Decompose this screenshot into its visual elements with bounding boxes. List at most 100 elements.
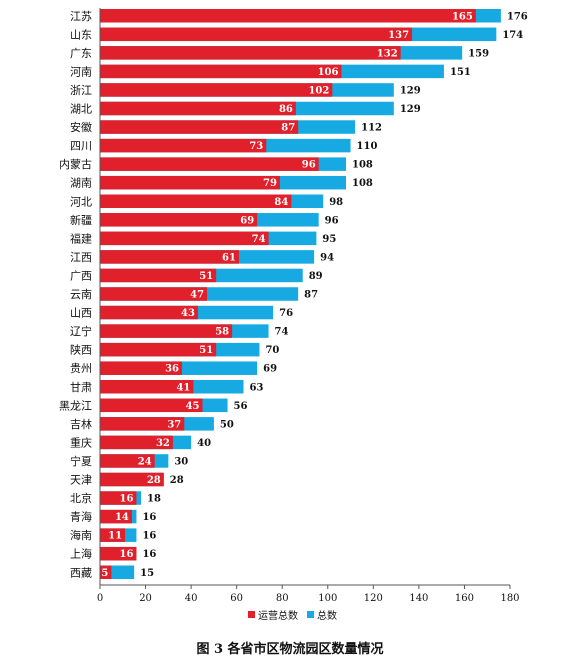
value-label-total-4: 129 (400, 85, 421, 96)
value-label-operating-27: 14 (115, 512, 129, 523)
category-label-22: 吉林 (70, 417, 92, 431)
category-label-12: 福建 (70, 231, 92, 245)
value-label-operating-9: 79 (263, 178, 277, 189)
category-label-2: 广东 (70, 47, 92, 60)
value-label-total-3: 151 (450, 67, 471, 78)
bar-operating-22 (100, 417, 185, 431)
category-label-25: 天津 (70, 474, 92, 487)
category-label-14: 广西 (70, 269, 92, 282)
value-label-total-29: 16 (142, 549, 156, 560)
value-label-operating-2: 132 (377, 48, 398, 59)
bar-operating-12 (100, 231, 269, 246)
category-labels: 江苏山东广东河南浙江湖北安徽四川内蒙古湖南河北新疆福建江西广西云南山西辽宁陕西贵… (59, 10, 92, 580)
value-label-operating-12: 74 (252, 234, 266, 245)
category-label-9: 湖南 (70, 177, 92, 190)
bar-operating-0 (100, 9, 476, 23)
bar-operating-13 (100, 250, 239, 264)
bar-operating-3 (100, 64, 342, 79)
bar-operating-2 (100, 46, 401, 60)
category-label-7: 四川 (70, 140, 92, 153)
value-label-total-27: 16 (142, 512, 156, 523)
bar-operating-9 (100, 175, 280, 190)
value-label-operating-17: 58 (215, 327, 229, 338)
value-label-operating-18: 51 (199, 345, 213, 356)
value-label-operating-16: 43 (181, 308, 195, 319)
category-label-26: 北京 (70, 491, 92, 505)
bar-operating-25 (100, 472, 164, 487)
value-label-operating-11: 69 (240, 215, 254, 226)
bar-operating-16 (100, 305, 198, 320)
value-label-operating-8: 96 (302, 160, 316, 171)
bar-operating-21 (100, 398, 203, 413)
bar-operating-20 (100, 380, 194, 394)
x-tick-label-3: 60 (230, 593, 243, 604)
value-label-total-0: 176 (507, 11, 528, 22)
value-label-total-7: 110 (357, 141, 378, 152)
bar-operating-28 (100, 528, 126, 542)
bar-operating-23 (100, 435, 173, 450)
x-tick-label-5: 100 (318, 593, 337, 604)
bar-operating-4 (100, 83, 333, 97)
value-label-total-11: 96 (325, 215, 339, 226)
value-label-operating-25: 28 (147, 475, 161, 486)
value-label-total-25: 28 (170, 475, 184, 486)
value-label-total-16: 76 (279, 308, 293, 319)
value-label-operating-10: 84 (274, 197, 288, 208)
category-label-24: 宁夏 (70, 454, 92, 468)
x-axis (99, 8, 510, 586)
category-label-5: 湖北 (70, 103, 92, 116)
value-label-total-6: 112 (361, 123, 382, 134)
value-label-total-10: 98 (329, 197, 343, 208)
category-label-27: 青海 (70, 510, 92, 524)
category-label-0: 江苏 (70, 10, 92, 23)
value-label-operating-22: 37 (167, 419, 181, 430)
value-label-operating-28: 11 (108, 531, 122, 542)
category-label-16: 山西 (70, 307, 92, 320)
bar-operating-1 (100, 27, 413, 42)
x-tick-label-9: 180 (500, 593, 519, 604)
bar-operating-29 (100, 546, 137, 561)
value-label-operating-19: 36 (165, 364, 179, 375)
value-label-operating-21: 45 (186, 401, 200, 412)
bar-operating-27 (100, 509, 132, 524)
value-label-total-5: 129 (400, 104, 421, 115)
bar-operating-18 (100, 342, 217, 357)
value-label-operating-20: 41 (176, 382, 190, 393)
legend-swatch-operating (248, 611, 255, 618)
bars-group (100, 9, 501, 579)
value-label-total-18: 70 (265, 345, 279, 356)
category-label-8: 内蒙古 (59, 157, 92, 171)
chart-caption: 图 3 各省市区物流园区数量情况 (196, 642, 384, 657)
x-tick-label-1: 20 (139, 593, 152, 604)
value-label-total-23: 40 (197, 438, 211, 449)
value-label-total-13: 94 (320, 252, 334, 263)
value-label-operating-24: 24 (138, 456, 152, 467)
category-label-29: 上海 (70, 547, 92, 561)
value-label-operating-5: 86 (279, 104, 293, 115)
category-label-18: 陕西 (70, 343, 92, 357)
bar-operating-7 (100, 138, 267, 153)
value-label-total-8: 108 (352, 160, 373, 171)
bar-operating-17 (100, 324, 233, 338)
value-label-operating-3: 106 (318, 67, 339, 78)
value-label-total-30: 15 (140, 568, 154, 579)
value-label-operating-13: 61 (222, 252, 236, 263)
category-label-30: 西藏 (70, 566, 92, 579)
value-label-total-12: 95 (322, 234, 336, 245)
legend-label-total: 总数 (317, 609, 337, 622)
legend-swatch-total (307, 611, 314, 618)
value-label-total-26: 18 (147, 494, 161, 505)
x-tick-label-7: 140 (409, 593, 428, 604)
value-label-total-2: 159 (468, 48, 489, 59)
value-label-operating-23: 32 (156, 438, 170, 449)
value-label-total-20: 63 (250, 382, 264, 393)
value-label-total-17: 74 (275, 327, 289, 338)
category-label-28: 海南 (70, 528, 92, 542)
category-label-21: 黑龙江 (59, 399, 92, 412)
value-label-operating-26: 16 (120, 494, 134, 505)
bar-operating-11 (100, 213, 258, 227)
x-tick-label-0: 0 (97, 593, 103, 604)
category-label-11: 新疆 (70, 213, 92, 227)
value-label-total-21: 56 (234, 401, 248, 412)
